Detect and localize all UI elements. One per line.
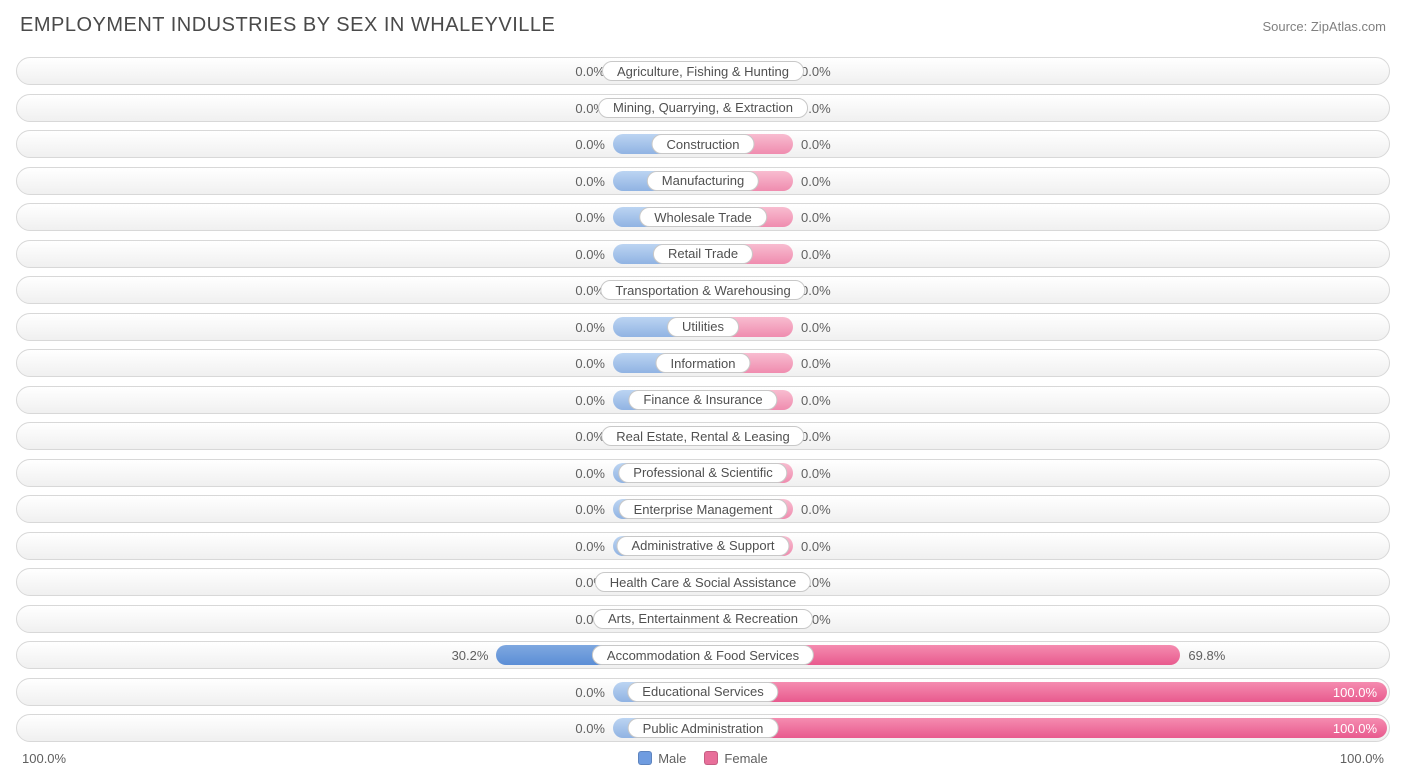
female-value: 0.0% [801,168,831,196]
female-value: 0.0% [801,131,831,159]
chart-row: 0.0%0.0%Mining, Quarrying, & Extraction [16,94,1390,122]
male-value: 0.0% [575,58,605,86]
row-label: Utilities [667,317,739,337]
row-label: Real Estate, Rental & Leasing [601,426,804,446]
legend-male-label: Male [658,751,686,766]
female-value: 69.8% [1188,642,1225,670]
chart-row: 0.0% 0.0% Enterprise Management [16,495,1390,523]
male-value: 0.0% [575,715,605,743]
chart-title: EMPLOYMENT INDUSTRIES BY SEX IN WHALEYVI… [20,14,555,37]
male-value: 0.0% [575,679,605,707]
row-label: Agriculture, Fishing & Hunting [602,61,804,81]
chart-row: 0.0% 0.0% Retail Trade [16,240,1390,268]
chart-row: 0.0% 0.0% Wholesale Trade [16,203,1390,231]
row-label: Educational Services [627,682,778,702]
row-label: Enterprise Management [619,499,788,519]
chart-row: 0.0% 0.0% Construction [16,130,1390,158]
female-value: 100.0% [1333,715,1377,743]
female-value: 0.0% [801,350,831,378]
chart-row: 30.2% 69.8% Accommodation & Food Services [16,641,1390,669]
chart-row: 0.0%0.0%Transportation & Warehousing [16,276,1390,304]
axis-left-label: 100.0% [22,751,66,766]
male-value: 0.0% [575,387,605,415]
chart-row: 0.0% 0.0%Agriculture, Fishing & Hunting [16,57,1390,85]
chart-row: 0.0%0.0%Real Estate, Rental & Leasing [16,422,1390,450]
chart-row: 0.0% 100.0% Educational Services [16,678,1390,706]
female-value: 0.0% [801,241,831,269]
chart-source: Source: ZipAtlas.com [1262,19,1386,34]
female-value: 0.0% [801,314,831,342]
male-swatch-icon [638,751,652,765]
male-value: 0.0% [575,131,605,159]
male-value: 0.0% [575,496,605,524]
axis-right-label: 100.0% [1340,751,1384,766]
male-value: 0.0% [575,204,605,232]
chart-row: 0.0%0.0%Arts, Entertainment & Recreation [16,605,1390,633]
male-value: 30.2% [452,642,489,670]
male-value: 0.0% [575,460,605,488]
row-label: Administrative & Support [616,536,789,556]
female-value: 100.0% [1333,679,1377,707]
male-value: 0.0% [575,350,605,378]
legend-male: Male [638,751,686,766]
row-label: Construction [652,134,755,154]
row-label: Manufacturing [647,171,759,191]
chart-row: 0.0% 0.0% Administrative & Support [16,532,1390,560]
row-label: Finance & Insurance [628,390,777,410]
female-bar [703,718,1387,738]
female-value: 0.0% [801,277,831,305]
row-label: Transportation & Warehousing [600,280,805,300]
row-label: Retail Trade [653,244,753,264]
male-value: 0.0% [575,533,605,561]
chart-footer: 100.0% Male Female 100.0% [16,751,1390,766]
chart-row: 0.0% 0.0% Utilities [16,313,1390,341]
row-label: Accommodation & Food Services [592,645,814,665]
row-label: Arts, Entertainment & Recreation [593,609,813,629]
female-value: 0.0% [801,204,831,232]
female-value: 0.0% [801,533,831,561]
chart-row: 0.0% 100.0% Public Administration [16,714,1390,742]
female-value: 0.0% [801,496,831,524]
male-value: 0.0% [575,168,605,196]
row-label: Information [655,353,750,373]
chart-row: 0.0% 0.0% Professional & Scientific [16,459,1390,487]
chart-row: 0.0% 0.0% Manufacturing [16,167,1390,195]
female-value: 0.0% [801,387,831,415]
row-label: Professional & Scientific [618,463,787,483]
legend-female-label: Female [724,751,767,766]
female-value: 0.0% [801,460,831,488]
female-value: 0.0% [801,423,831,451]
chart-row: 0.0% 0.0% Finance & Insurance [16,386,1390,414]
female-bar [703,682,1387,702]
row-label: Wholesale Trade [639,207,767,227]
male-value: 0.0% [575,241,605,269]
row-label: Public Administration [628,718,779,738]
female-swatch-icon [704,751,718,765]
chart-area: 0.0%0.0%Agriculture, Fishing & Hunting0.… [16,57,1390,742]
female-value: 0.0% [801,58,831,86]
chart-row: 0.0%0.0%Health Care & Social Assistance [16,568,1390,596]
chart-row: 0.0% 0.0% Information [16,349,1390,377]
row-label: Health Care & Social Assistance [595,572,811,592]
male-value: 0.0% [575,314,605,342]
chart-header: EMPLOYMENT INDUSTRIES BY SEX IN WHALEYVI… [16,14,1390,37]
legend-female: Female [704,751,767,766]
row-label: Mining, Quarrying, & Extraction [598,98,808,118]
legend: Male Female [638,751,768,766]
